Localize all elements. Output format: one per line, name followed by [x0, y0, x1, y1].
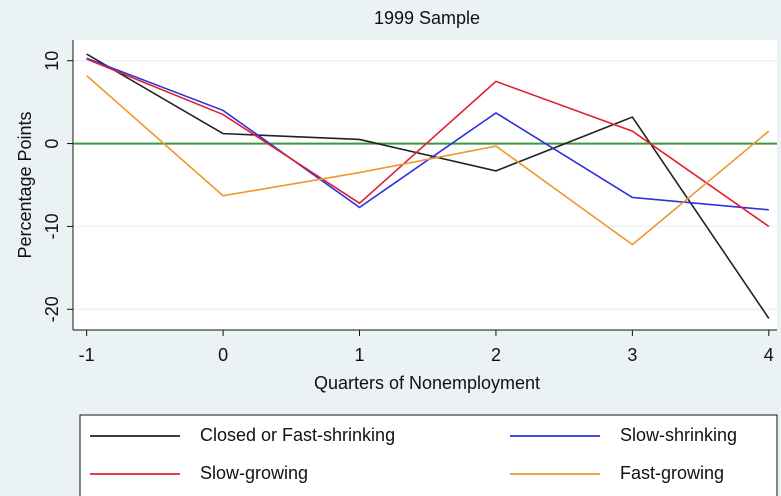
x-tick-label: 2: [491, 345, 501, 365]
x-tick-label: -1: [79, 345, 95, 365]
x-axis-label: Quarters of Nonemployment: [314, 373, 540, 393]
series-line: [86, 75, 770, 246]
legend-label: Slow-shrinking: [620, 425, 737, 445]
legend-label: Slow-growing: [200, 463, 308, 483]
x-tick-label: 4: [764, 345, 774, 365]
series-line: [86, 58, 770, 228]
legend-label: Fast-growing: [620, 463, 724, 483]
series-line: [86, 53, 770, 319]
series-line: [86, 57, 769, 211]
chart-title: 1999 Sample: [374, 8, 480, 28]
plot-area: [73, 40, 777, 330]
y-axis-label: Percentage Points: [15, 111, 35, 258]
legend-box: [79, 414, 778, 496]
x-tick-label: 1: [355, 345, 365, 365]
y-tick-label: 0: [42, 139, 62, 149]
legend-label: Closed or Fast-shrinking: [200, 425, 395, 445]
x-tick-label: 0: [218, 345, 228, 365]
y-tick-label: 10: [42, 51, 62, 71]
y-tick-label: -20: [42, 296, 62, 322]
x-tick-label: 3: [627, 345, 637, 365]
y-tick-label: -10: [42, 213, 62, 239]
